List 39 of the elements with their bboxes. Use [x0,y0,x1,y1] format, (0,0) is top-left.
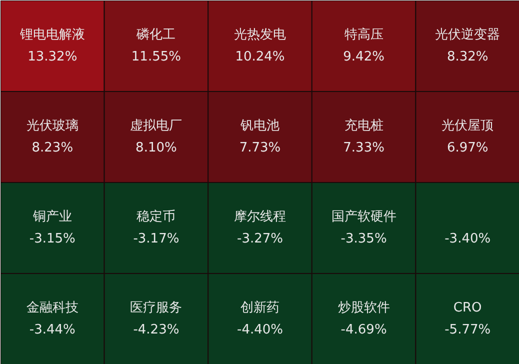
category-label: 虚拟电厂 [130,118,182,134]
category-label: 光伏玻璃 [26,118,78,134]
data-label: 8.32% [446,49,488,64]
data-label: -3.40% [444,231,491,246]
category-label: 炒股软件 [338,300,390,316]
category-label: 金融科技 [26,300,78,316]
data-label: 9.42% [343,49,384,64]
category-label: 铜产业 [32,210,72,225]
data-label: 10.24% [235,49,285,64]
category-label: 创新药 [240,300,280,316]
category-label: 锂电电解液 [18,28,85,43]
data-label: 7.33% [343,140,384,156]
data-label: -3.44% [29,322,76,338]
data-label: -3.35% [340,231,387,246]
category-label: 光热发电 [234,28,286,43]
category-label: 稳定币 [136,210,176,225]
data-label: 8.23% [32,140,74,156]
data-label: -4.40% [237,322,284,338]
data-label: -4.69% [340,322,387,338]
data-label: -3.15% [29,231,76,246]
data-label: -3.27% [237,231,284,246]
data-label: 11.55% [131,49,181,64]
data-label: 13.32% [28,49,78,64]
category-label: CRO [453,300,482,316]
data-label: 6.97% [446,140,488,156]
data-label: -5.77% [444,322,491,338]
data-label: -3.17% [133,231,180,246]
category-label: 国产软硬件 [331,210,396,225]
category-label: 充电桩 [344,118,384,134]
category-label: 光伏屋顶 [442,118,494,134]
category-label: 钒电池 [240,118,280,134]
category-label: 医疗服务 [130,300,182,316]
data-label: 7.73% [239,140,281,156]
data-label: -4.23% [133,322,180,338]
category-label: 摩尔线程 [234,210,286,225]
category-label: 特高压 [344,26,384,43]
data-label: 8.10% [136,140,177,156]
category-label: 光伏逆变器 [435,28,500,43]
category-label: 磷化工 [136,28,176,43]
